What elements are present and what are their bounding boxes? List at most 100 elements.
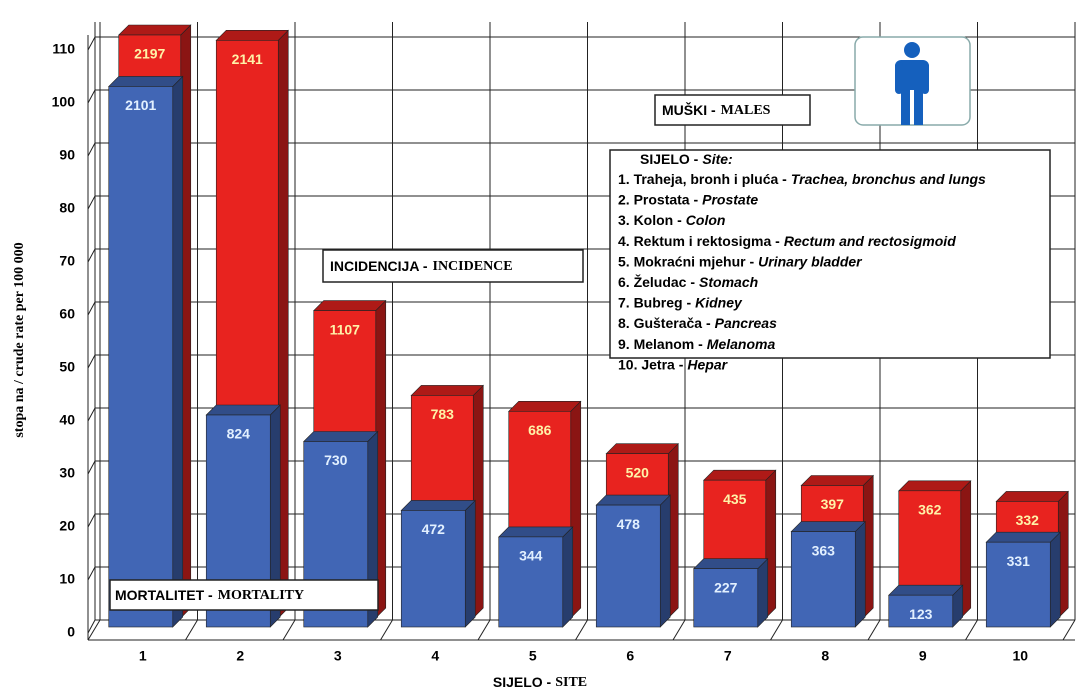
legend-english: Kidney xyxy=(695,294,743,310)
chart-title: MUŠKI - MALES xyxy=(662,101,771,119)
x-tick-label: 7 xyxy=(724,648,732,664)
value-label: 397 xyxy=(821,496,845,512)
legend-english: Pancreas xyxy=(715,315,777,331)
overlays: MUŠKI - MALES SIJELO - Site: 1. Traheja, b… xyxy=(12,36,1051,691)
y-tick-label: 60 xyxy=(59,306,75,322)
legend-english: Trachea, bronchus and lungs xyxy=(791,171,986,187)
floor-divider xyxy=(575,619,588,641)
male-icon xyxy=(895,42,929,125)
x-tick-label: 4 xyxy=(431,648,439,664)
legend-item: 6. Želudac - Stomach xyxy=(618,273,758,290)
y-tick-label: 100 xyxy=(52,94,76,110)
incidence-local: INCIDENCIJA - xyxy=(330,258,428,274)
y-tick-label: 30 xyxy=(59,465,75,481)
title-local: MUŠKI - xyxy=(662,101,716,118)
bar-top xyxy=(498,526,574,538)
bar-top xyxy=(605,443,679,455)
x-axis-title: SIJELO - SITE xyxy=(493,674,587,691)
bar-top xyxy=(508,400,582,412)
legend-title-local: SIJELO - xyxy=(640,151,699,167)
x-tick-label: 9 xyxy=(919,648,927,664)
bar-top xyxy=(888,584,964,596)
bar-group: 331 xyxy=(985,531,1061,628)
floor-divider xyxy=(672,619,686,641)
tick-connector xyxy=(87,195,96,210)
value-label: 2141 xyxy=(232,51,263,67)
floor-divider xyxy=(965,619,978,641)
incidence-label: INCIDENCIJA - INCIDENCE xyxy=(330,258,513,275)
legend-english: Stomach xyxy=(699,274,758,290)
value-label: 363 xyxy=(812,542,836,558)
bar-group: 123 xyxy=(888,584,964,628)
x-tick-label: 2 xyxy=(236,648,244,664)
legend-item: 4. Rektum i rektosigma - Rectum and recto… xyxy=(618,233,956,249)
bar-group: 478 xyxy=(595,494,671,628)
bar-side xyxy=(464,499,476,628)
bar xyxy=(888,594,954,628)
value-label: 824 xyxy=(227,426,251,442)
value-label: 435 xyxy=(723,491,747,507)
legend-english: Urinary bladder xyxy=(758,253,863,269)
tick-connector xyxy=(87,354,96,369)
bar-top xyxy=(205,404,281,416)
value-label: 362 xyxy=(918,502,942,518)
bar-side xyxy=(1049,531,1061,628)
bars: 2197 2141 1107 783 686 520 435 397 362 332 2101 824… xyxy=(108,24,1069,628)
x-tick-label: 5 xyxy=(529,648,537,664)
legend-local: 4. Rektum i rektosigma - xyxy=(618,233,780,249)
x-tick-label: 6 xyxy=(626,648,634,664)
value-label: 730 xyxy=(324,452,348,468)
tick-connector xyxy=(87,301,96,316)
legend-english: Rectum and rectosigmoid xyxy=(784,233,956,249)
legend-english: Melanoma xyxy=(707,336,776,352)
legend-item: 8. Gušterača - Pancreas xyxy=(618,315,777,331)
bar-top xyxy=(800,475,874,486)
bar-top xyxy=(303,431,379,442)
y-tick-label: 90 xyxy=(59,147,75,163)
x-tick-label: 1 xyxy=(139,648,147,664)
y-tick-label: 0 xyxy=(67,624,75,640)
legend-item: 3. Kolon - Colon xyxy=(618,212,725,228)
value-label: 783 xyxy=(431,406,455,422)
y-tick-label: 110 xyxy=(52,41,75,57)
x-title-english: SITE xyxy=(555,675,587,690)
x-tick-label: 3 xyxy=(334,648,342,664)
tick-connector xyxy=(87,566,96,581)
value-label: 2197 xyxy=(134,46,165,62)
y-tick-label: 80 xyxy=(59,200,75,216)
floor-divider xyxy=(380,619,393,641)
legend-title: SIJELO - Site: xyxy=(640,151,733,167)
x-tick-label: 8 xyxy=(821,648,829,664)
bar-group: 363 xyxy=(790,520,866,628)
mortality-english: MORTALITY xyxy=(218,588,304,603)
bar-top xyxy=(595,494,671,506)
legend-local: 5. Mokraćni mjehur - xyxy=(618,253,754,269)
bar-top xyxy=(215,29,289,41)
y-tick-label: 20 xyxy=(59,518,75,534)
bar-top xyxy=(898,480,972,492)
legend-item: 10. Jetra - Hepar xyxy=(618,356,729,372)
bar xyxy=(790,531,856,628)
floor-divider xyxy=(867,619,881,641)
y-tick-label: 70 xyxy=(59,253,75,269)
value-label: 520 xyxy=(626,464,650,480)
value-label: 344 xyxy=(519,548,543,564)
bar-top xyxy=(118,24,192,36)
floor-divider xyxy=(185,619,198,641)
legend-item: 2. Prostata - Prostate xyxy=(618,191,758,207)
legend-local: 3. Kolon - xyxy=(618,212,682,228)
value-label: 686 xyxy=(528,422,552,438)
bar xyxy=(985,541,1051,628)
tick-connector xyxy=(87,142,96,157)
floor-divider xyxy=(477,619,491,641)
floor-divider xyxy=(282,619,296,641)
y-tick-label: 10 xyxy=(59,571,75,587)
legend-english: Colon xyxy=(686,212,726,228)
legend-item: 7. Bubreg - Kidney xyxy=(618,294,743,310)
legend-item: 9. Melanom - Melanoma xyxy=(618,336,775,352)
value-label: 331 xyxy=(1007,553,1031,569)
bar xyxy=(693,568,759,628)
x-title-local: SIJELO - xyxy=(493,674,552,690)
floor-divider xyxy=(770,619,783,641)
legend-title-english: Site: xyxy=(702,151,732,167)
